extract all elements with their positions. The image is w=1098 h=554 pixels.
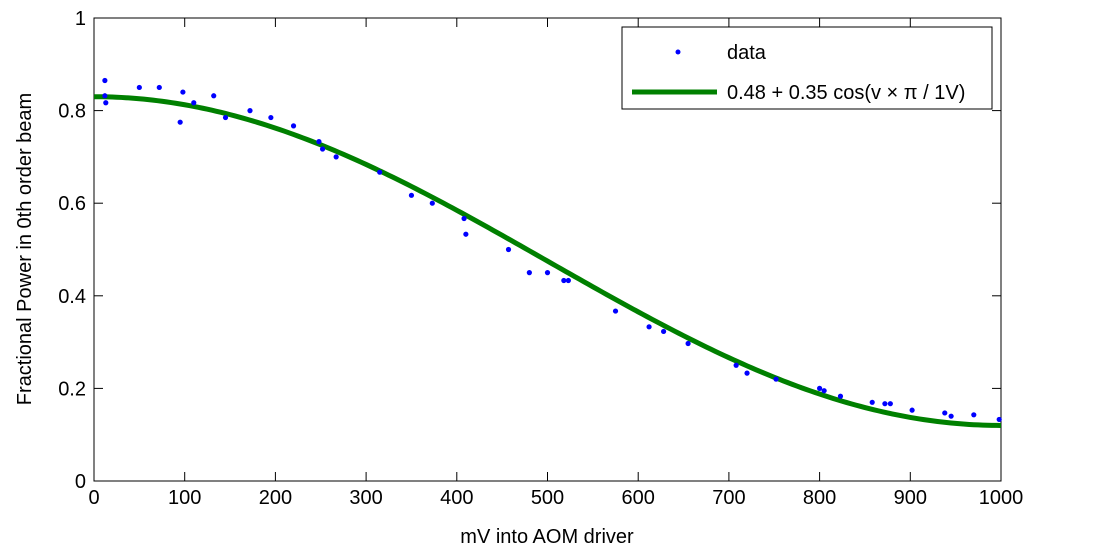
data-point [177,119,183,125]
data-point [268,114,274,121]
x-tick-label: 500 [531,487,564,509]
data-point [377,169,383,175]
data-point [773,376,779,382]
data-point [463,231,469,237]
x-tick-label: 400 [440,487,473,509]
data-point [544,270,551,276]
data-point [565,277,571,284]
x-tick-label: 900 [894,487,927,509]
x-tick-label: 600 [622,487,655,509]
data-point [102,77,108,84]
legend: data 0.48 + 0.35 cos(v × π / 1V) [621,26,993,110]
fit-curve [93,94,1002,428]
data-point [290,123,297,129]
x-tick-label: 100 [168,487,201,509]
data-point [505,246,512,253]
y-tick-label: 0 [75,471,86,493]
data-point [942,410,948,416]
data-point [222,114,229,121]
data-point [333,154,339,160]
x-tick-label: 0 [88,487,99,509]
x-tick-label: 1000 [979,487,1024,509]
data-point [316,139,322,145]
data-point [408,192,415,198]
data-points [102,77,1002,423]
data-point [561,277,567,284]
y-tick-label: 0.4 [58,286,86,308]
data-point [211,93,217,99]
data-point [102,93,108,99]
ticks [93,17,1002,482]
data-point [136,84,142,91]
data-point [526,270,532,276]
x-tick-label: 800 [803,487,836,509]
y-tick-label: 0.6 [58,193,86,215]
data-point [103,100,109,106]
data-point [821,388,827,394]
x-tick-label: 700 [712,487,745,509]
data-point [887,401,893,407]
y-tick-label: 0.2 [58,378,86,400]
x-tick-label: 300 [349,487,382,509]
legend-label-data: data [727,42,767,64]
y-axis-title: Fractional Power in 0th order beam [14,93,36,405]
data-point [837,393,844,399]
data-point [612,308,619,314]
data-point [882,401,888,407]
data-point [661,328,667,335]
legend-data-marker [675,49,681,55]
legend-label-fit: 0.48 + 0.35 cos(v × π / 1V) [727,82,965,104]
data-point [191,100,197,106]
data-point [461,215,467,222]
data-point [733,362,739,368]
data-point [948,413,954,419]
data-point [156,84,162,91]
data-point [319,146,326,152]
x-tick-label: 200 [259,487,292,509]
data-point [971,412,977,418]
y-tick-label: 1 [75,8,86,30]
y-tick-label: 0.8 [58,101,86,123]
data-point [909,407,915,413]
legend-box [621,26,993,110]
data-point [869,399,875,405]
data-point [429,200,435,206]
data-point [817,385,823,391]
fit-curve-layer [93,94,1002,428]
data-point [685,340,691,347]
data-point [744,370,750,376]
data-point [996,416,1002,423]
data-point [180,89,186,95]
data-point [247,108,253,114]
tick-labels: 0 100 200 300 400 500 600 700 800 900 1000 0 0.2 0.4 0… [58,8,1023,509]
x-axis-title: mV into AOM driver [460,526,634,548]
data-point [646,324,652,330]
